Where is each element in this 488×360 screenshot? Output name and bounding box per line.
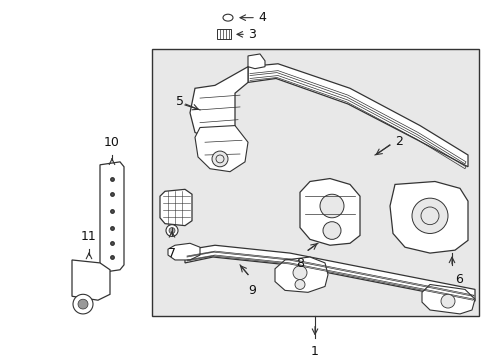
Bar bbox=[217, 30, 230, 39]
Polygon shape bbox=[274, 257, 327, 292]
Polygon shape bbox=[389, 181, 467, 253]
Text: 8: 8 bbox=[295, 257, 304, 270]
Bar bbox=[152, 49, 478, 316]
Polygon shape bbox=[184, 245, 474, 301]
Polygon shape bbox=[160, 189, 192, 226]
Polygon shape bbox=[100, 162, 124, 273]
Circle shape bbox=[169, 228, 175, 234]
Circle shape bbox=[292, 266, 306, 280]
Circle shape bbox=[319, 194, 343, 218]
Circle shape bbox=[165, 225, 178, 237]
Circle shape bbox=[73, 294, 93, 314]
Text: 3: 3 bbox=[247, 28, 255, 41]
Text: 6: 6 bbox=[454, 273, 462, 286]
Text: 2: 2 bbox=[394, 135, 402, 148]
Polygon shape bbox=[195, 126, 247, 172]
Text: 1: 1 bbox=[310, 345, 318, 358]
Circle shape bbox=[411, 198, 447, 234]
Polygon shape bbox=[190, 67, 247, 139]
Polygon shape bbox=[421, 284, 474, 314]
Text: 5: 5 bbox=[176, 95, 183, 108]
Polygon shape bbox=[72, 260, 110, 300]
Polygon shape bbox=[168, 243, 200, 260]
Circle shape bbox=[440, 294, 454, 308]
Ellipse shape bbox=[223, 14, 232, 21]
Text: 9: 9 bbox=[247, 284, 255, 297]
Polygon shape bbox=[299, 179, 359, 245]
Text: 7: 7 bbox=[168, 247, 176, 260]
Text: 4: 4 bbox=[258, 11, 265, 24]
Text: 11: 11 bbox=[81, 230, 97, 243]
Circle shape bbox=[420, 207, 438, 225]
Polygon shape bbox=[247, 64, 467, 167]
Text: 10: 10 bbox=[104, 136, 120, 149]
Circle shape bbox=[294, 280, 305, 289]
Polygon shape bbox=[247, 54, 264, 69]
Circle shape bbox=[216, 155, 224, 163]
Circle shape bbox=[212, 151, 227, 167]
Circle shape bbox=[323, 222, 340, 239]
Circle shape bbox=[78, 299, 88, 309]
